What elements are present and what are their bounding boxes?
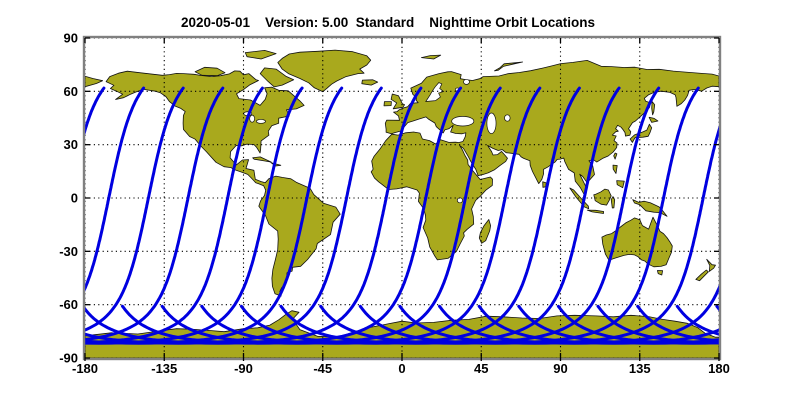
orbit-track-layer bbox=[0, 86, 800, 345]
land-new-guinea bbox=[632, 199, 668, 217]
land-mindanao bbox=[616, 180, 625, 189]
orbit-track bbox=[85, 86, 225, 342]
figure-title: 2020-05-01 Version: 5.00 Standard Nightt… bbox=[181, 15, 595, 30]
x-tick-label: -180 bbox=[72, 361, 98, 376]
lake-baltic-sea bbox=[425, 82, 445, 102]
orbit-track bbox=[796, 88, 800, 343]
lake-caspian-sea bbox=[486, 112, 497, 134]
land-ellesmere bbox=[244, 50, 277, 60]
x-tick-label: -45 bbox=[313, 361, 332, 376]
x-tick-label: 135 bbox=[629, 361, 651, 376]
lake-lake-victoria bbox=[456, 197, 463, 204]
x-tick-label: 180 bbox=[708, 361, 730, 376]
land-sakhalin bbox=[651, 101, 656, 116]
land-svalbard bbox=[421, 54, 442, 60]
land-cuba bbox=[252, 156, 272, 163]
land-ireland bbox=[383, 101, 392, 107]
land-novaya-zemlya bbox=[494, 61, 523, 72]
lake-black-sea bbox=[451, 116, 475, 127]
land-great-britain bbox=[390, 93, 405, 110]
orbit-track bbox=[398, 125, 719, 345]
land-tasmania bbox=[657, 270, 663, 276]
land-java bbox=[586, 209, 604, 214]
orbit-track bbox=[0, 88, 64, 343]
land-victoria-island bbox=[194, 66, 226, 77]
orbit-track bbox=[675, 304, 719, 336]
orbit-track bbox=[85, 86, 185, 332]
lake-lake-erie-ontario bbox=[256, 119, 266, 124]
x-tick-label: -90 bbox=[234, 361, 253, 376]
orbit-track bbox=[0, 88, 25, 343]
lake-aral-sea bbox=[504, 114, 511, 122]
land-greenland bbox=[277, 49, 372, 93]
land-luzon bbox=[612, 164, 618, 174]
y-tick-label: -60 bbox=[59, 297, 78, 312]
lake-lake-michigan-huron bbox=[249, 114, 255, 123]
land-sulawesi bbox=[610, 196, 616, 209]
land-taiwan bbox=[613, 152, 618, 160]
land-iceland bbox=[361, 79, 379, 86]
orbit-track bbox=[757, 88, 800, 343]
land-eurasia-africa bbox=[370, 60, 719, 261]
land-baffin bbox=[259, 67, 295, 88]
y-tick-label: 0 bbox=[71, 191, 78, 206]
land-borneo bbox=[593, 188, 612, 206]
orbit-track bbox=[715, 304, 719, 312]
y-tick-label: 30 bbox=[64, 137, 78, 152]
x-axis-tick-labels: -180 -135 -90 -45 0 45 90 135 180 bbox=[72, 361, 730, 376]
x-tick-label: 90 bbox=[553, 361, 567, 376]
orbit-track bbox=[85, 86, 146, 292]
y-tick-label: -90 bbox=[59, 351, 78, 366]
y-tick-label: 60 bbox=[64, 84, 78, 99]
land-madagascar bbox=[478, 219, 491, 244]
y-tick-label: 90 bbox=[64, 31, 78, 46]
land-hokkaido bbox=[648, 116, 659, 123]
y-axis-tick-labels: 90 60 30 0 -30 -60 -90 bbox=[59, 31, 78, 366]
axis-ticks bbox=[84, 37, 720, 361]
land-nz-north bbox=[706, 258, 716, 272]
land-nz-south bbox=[695, 269, 709, 282]
x-tick-label: -135 bbox=[151, 361, 177, 376]
land-chukotka-wrap bbox=[85, 75, 103, 88]
land-americas bbox=[105, 70, 341, 297]
gridline-layer bbox=[85, 38, 719, 358]
land-honshu bbox=[629, 123, 653, 143]
x-tick-label: 0 bbox=[398, 361, 405, 376]
lake-white-sea bbox=[463, 79, 470, 85]
x-tick-label: 45 bbox=[474, 361, 488, 376]
land-australia bbox=[601, 216, 673, 268]
y-tick-label: -30 bbox=[59, 244, 78, 259]
